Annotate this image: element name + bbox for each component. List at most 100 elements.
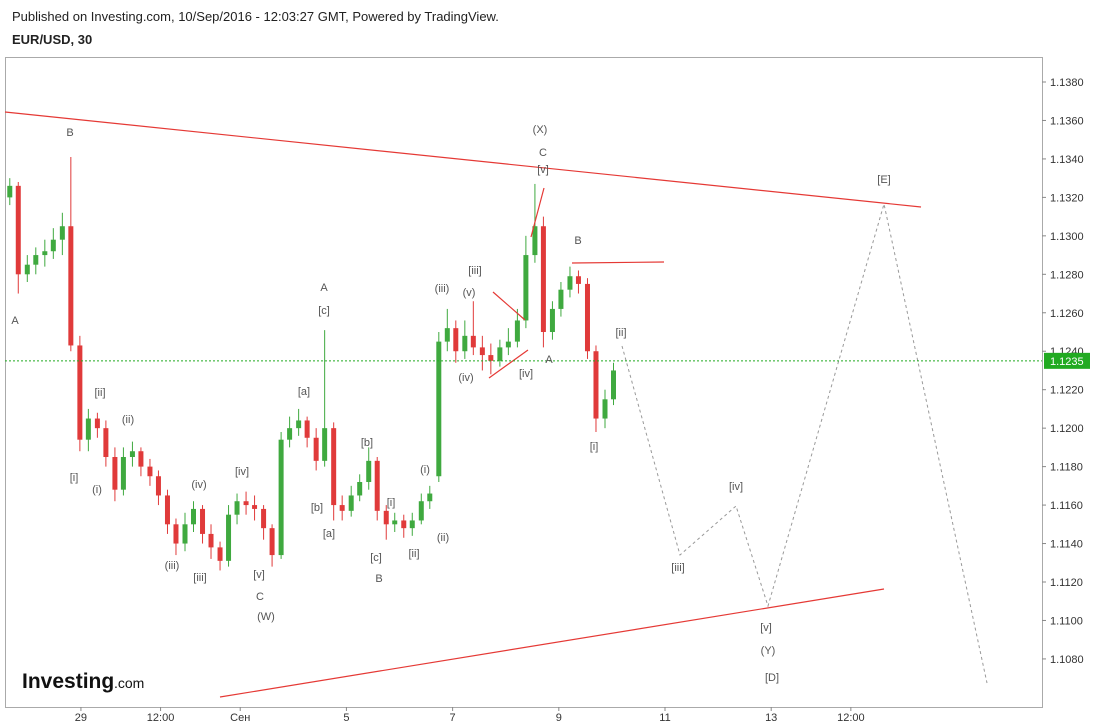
candle-body xyxy=(226,514,232,561)
drawings xyxy=(4,111,988,698)
candle-body xyxy=(602,399,608,419)
triangle-line xyxy=(492,291,526,321)
trend-line xyxy=(4,111,922,208)
wave-label: [v] xyxy=(253,569,265,581)
y-tick-label: 1.1340 xyxy=(1050,154,1084,166)
y-tick-label: 1.1200 xyxy=(1050,423,1084,435)
candle-body xyxy=(120,457,126,490)
candle-body xyxy=(7,185,13,198)
candle-body xyxy=(331,428,337,506)
wave-label: [c] xyxy=(370,552,382,564)
wave-label: C xyxy=(256,591,264,603)
wave-label: [b] xyxy=(311,502,323,514)
candle-body xyxy=(59,226,65,240)
x-tick-label: 11 xyxy=(659,712,670,722)
wave-label: [v] xyxy=(760,622,772,634)
candle-body xyxy=(269,528,275,556)
x-tick-label: 13 xyxy=(765,712,777,722)
y-tick-label: 1.1280 xyxy=(1050,269,1084,281)
candle-body xyxy=(505,341,511,348)
candle-body xyxy=(567,276,573,290)
candle-body xyxy=(287,428,293,440)
candle-body xyxy=(15,185,21,275)
wave-label: (i) xyxy=(92,484,102,496)
symbol: EUR/USD, 30 xyxy=(12,32,92,47)
wave-label: [i] xyxy=(70,472,79,484)
x-tick-label: 12:00 xyxy=(147,712,175,722)
candle-body xyxy=(436,341,442,477)
candle-body xyxy=(200,508,206,534)
trend-line xyxy=(530,187,545,238)
wave-label: [ii] xyxy=(95,387,106,399)
wave-label: A xyxy=(11,315,19,327)
candle-body xyxy=(155,476,161,496)
candle-body xyxy=(68,226,74,346)
plot-frame xyxy=(5,57,1043,708)
wave-label: (iv) xyxy=(191,479,206,491)
candle-body xyxy=(50,239,56,252)
candle-body xyxy=(401,520,407,529)
x-tick-label: Сен xyxy=(230,712,250,722)
candle-body xyxy=(261,508,267,529)
candle-body xyxy=(322,428,328,461)
last-price-badge xyxy=(1044,352,1090,369)
wave-label: (Y) xyxy=(761,645,776,657)
candle-body xyxy=(383,510,389,525)
x-tick-label: 9 xyxy=(556,712,562,722)
candle-body xyxy=(42,251,48,256)
candle-body xyxy=(409,520,415,529)
wave-label: B xyxy=(375,573,382,585)
y-tick-label: 1.1100 xyxy=(1050,615,1083,627)
wave-label: [iii] xyxy=(468,265,481,277)
candle-body xyxy=(479,347,485,356)
y-tick-label: 1.1300 xyxy=(1050,231,1084,243)
candle-body xyxy=(173,524,179,544)
wave-label: [b] xyxy=(361,437,373,449)
candle-body xyxy=(444,328,450,342)
candle-body xyxy=(523,255,529,321)
wave-label: (i) xyxy=(420,464,430,476)
y-tick-label: 1.1120 xyxy=(1050,577,1083,589)
candle-body xyxy=(296,420,302,429)
candle-body xyxy=(85,418,91,440)
wave-label: [iv] xyxy=(235,466,249,478)
wave-label: (iii) xyxy=(435,283,450,295)
candle-body xyxy=(24,264,30,275)
y-tick-label: 1.1180 xyxy=(1050,462,1083,474)
wave-label: [i] xyxy=(387,497,396,509)
candle-body xyxy=(488,355,494,361)
candle-body xyxy=(514,320,520,342)
wave-label: [ii] xyxy=(409,548,420,560)
wave-label: (ii) xyxy=(122,414,134,426)
candle-body xyxy=(217,547,223,561)
x-tick-label: 29 xyxy=(75,712,87,722)
candle-body xyxy=(611,370,617,400)
x-tick-label: 5 xyxy=(343,712,349,722)
x-tick-label: 7 xyxy=(450,712,456,722)
candle-body xyxy=(182,524,188,544)
candle-body xyxy=(129,451,135,457)
candle-body xyxy=(549,308,555,332)
logo: Investing xyxy=(22,670,114,693)
candle-body xyxy=(112,457,118,490)
candle-body xyxy=(453,328,459,352)
candle-body xyxy=(470,335,476,348)
candle-body xyxy=(304,420,310,438)
wave-label: [a] xyxy=(323,528,335,540)
wave-label: A xyxy=(320,282,328,294)
wave-label: [c] xyxy=(318,305,330,317)
y-tick-label: 1.1220 xyxy=(1050,385,1084,397)
wave-label: B xyxy=(574,235,581,247)
wave-label: C xyxy=(539,147,547,159)
candle-body xyxy=(252,505,258,509)
wave-label: [i] xyxy=(590,441,599,453)
y-tick-label: 1.1360 xyxy=(1050,115,1084,127)
candle-body xyxy=(558,289,564,309)
projection-path xyxy=(621,203,988,684)
y-tick-label: 1.1260 xyxy=(1050,308,1084,320)
trend-line xyxy=(219,588,885,698)
wave-label: (v) xyxy=(463,287,476,299)
wave-label: B xyxy=(66,127,73,139)
candle-body xyxy=(497,347,503,361)
